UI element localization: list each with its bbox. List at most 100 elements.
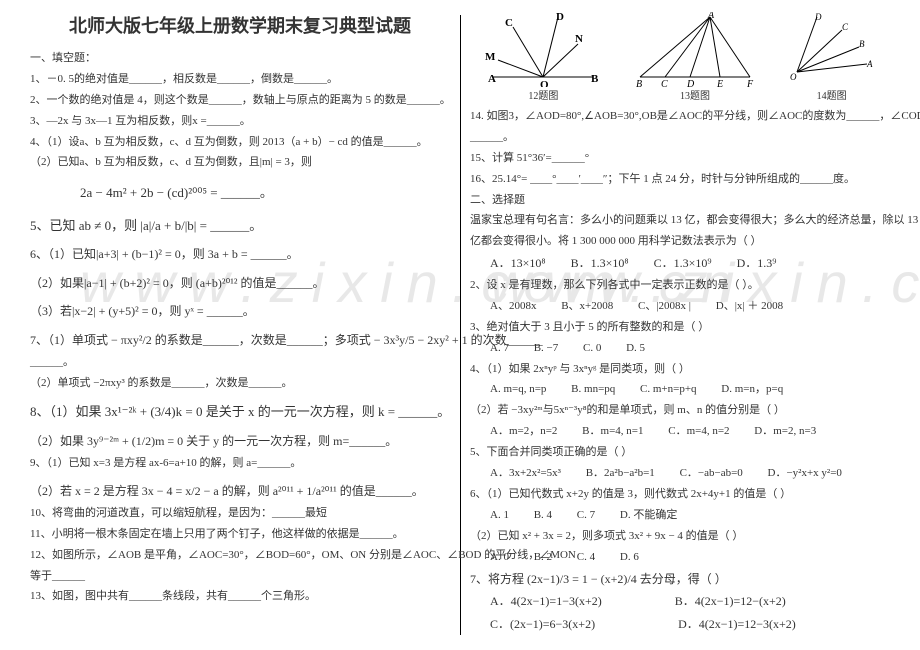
figure-row: A O B M C D N 12题图 A (470, 12, 890, 102)
svg-text:D: D (556, 12, 564, 23)
q20: 4、（1）如果 2xⁿyᵖ 与 3xⁿyᵍ 是同类项，则（ ） (470, 359, 890, 380)
q7b: （2）单项式 −2πxy³ 的系数是______，次数是______。 (30, 373, 450, 394)
q10: 10、将弯曲的河道改直，可以缩短航程，是因为：______最短 (30, 503, 450, 524)
svg-text:C: C (661, 79, 668, 87)
q25-options-1: A．4(2x−1)=1−3(x+2) B．4(2x−1)=12−(x+2) (470, 590, 890, 613)
q25-options-2: C．(2x−1)=6−3(x+2) D．4(2x−1)=12−3(x+2) (470, 613, 890, 636)
q17-opt-c: C．1.3×10⁹ (654, 252, 712, 275)
svg-text:C: C (842, 22, 849, 32)
q3: 3、—2x 与 3x—1 互为相反数，则x =______。 (30, 111, 450, 132)
q23-opt-c: C. 7 (577, 505, 595, 526)
section-heading-1: 一、填空题： (30, 48, 450, 69)
q21-opt-d: D．m=2, n=3 (754, 421, 816, 442)
q18-opt-c: C、|2008x | (638, 296, 691, 317)
q22-opt-a: A．3x+2x²=5x³ (490, 463, 561, 484)
q23-opt-b: B. 4 (534, 505, 552, 526)
q19-opt-c: C. 0 (583, 338, 601, 359)
q22-opt-b: B．2a²b−a²b=1 (586, 463, 655, 484)
q19-options: A. 7 B. −7 C. 0 D. 5 (470, 338, 890, 359)
exam-title: 北师大版七年级上册数学期末复习典型试题 (30, 12, 450, 38)
q22-opt-c: C．−ab−ab=0 (680, 463, 743, 484)
svg-text:E: E (716, 79, 723, 87)
q23-options: A. 1 B. 4 C. 7 D. 不能确定 (470, 505, 890, 526)
q20-options: A. m=q, n=p B. mn=pq C. m+n=p+q D. m=n，p… (470, 379, 890, 400)
q20-opt-a: A. m=q, n=p (490, 379, 546, 400)
q20-opt-b: B. mn=pq (571, 379, 615, 400)
q6c: （3）若|x−2| + (y+5)² = 0，则 yˣ = ______。 (30, 300, 450, 323)
q23-opt-a: A. 1 (490, 505, 509, 526)
q12b: 等于______ (30, 566, 450, 587)
q4b: （2）已知a、b 互为相反数，c、d 互为倒数，且|m| = 3，则 (30, 152, 450, 173)
svg-text:B: B (859, 39, 865, 49)
fig12-svg: A O B M C D N (483, 12, 603, 87)
q4c: 2a − 4m² + 2b − (cd)²⁰⁰⁵ = ______。 (80, 181, 450, 206)
q24-opt-d: D. 6 (620, 547, 639, 568)
q25-opt-a: A．4(2x−1)=1−3(x+2) (490, 590, 602, 613)
svg-text:C: C (505, 17, 513, 29)
svg-text:B: B (591, 73, 599, 85)
svg-text:F: F (746, 79, 754, 87)
q24-options: A. 0 B. 2 C. 4 D. 6 (470, 547, 890, 568)
q22-opt-d: D．−y²x+x y²=0 (768, 463, 842, 484)
q7a: 7、（1）单项式 − πxy²/2 的系数是______，次数是______；多… (30, 329, 450, 352)
svg-text:M: M (485, 51, 496, 63)
svg-text:A: A (866, 59, 873, 69)
q1: 1、－0. 5的绝对值是______，相反数是______，倒数是______。 (30, 69, 450, 90)
q19-opt-d: D. 5 (626, 338, 645, 359)
figcap-13: 13题图 (630, 87, 760, 102)
q22: 5、下面合并同类项正确的是（ ） (470, 442, 890, 463)
q21: （2）若 −3xy²ᵐ与5xⁿ⁻³y⁸的和是单项式，则 m、n 的值分别是（ ） (470, 400, 890, 421)
q19: 3、绝对值大于 3 且小于 5 的所有整数的和是（ ） (470, 317, 890, 338)
svg-text:D: D (686, 79, 695, 87)
q6a: 6、（1）已知|a+3| + (b−1)² = 0，则 3a + b = ___… (30, 243, 450, 266)
q18-options: A、2008x B、x+2008 C、|2008x | D、|x| ＋ 2008 (470, 296, 890, 317)
q9a: 9、（1）已知 x=3 是方程 ax-6=a+10 的解，则 a=______。 (30, 453, 450, 474)
q25-opt-b: B．4(2x−1)=12−(x+2) (675, 590, 786, 613)
q24: （2）已知 x² + 3x = 2，则多项式 3x² + 9x − 4 的值是（… (470, 526, 890, 547)
svg-text:O: O (540, 79, 549, 87)
svg-text:O: O (790, 72, 797, 82)
q2: 2、一个数的绝对值是 4，则这个数是______，数轴上与原点的距离为 5 的数… (30, 90, 450, 111)
q5: 5、已知 ab ≠ 0，则 |a|/a + b/|b| = ______。 (30, 214, 450, 239)
q17-opt-b: B．1.3×10⁸ (571, 252, 629, 275)
svg-text:A: A (488, 73, 496, 85)
svg-text:B: B (636, 79, 642, 87)
q11: 11、小明将一根木条固定在墙上只用了两个钉子，他这样做的依据是______。 (30, 524, 450, 545)
left-column: 北师大版七年级上册数学期末复习典型试题 一、填空题： 1、－0. 5的绝对值是_… (20, 12, 460, 638)
section-heading-2: 二、选择题 (470, 190, 890, 211)
q17-options: A．13×10⁸ B．1.3×10⁸ C．1.3×10⁹ D．1.3⁹ (470, 252, 890, 275)
q17-opt-a: A．13×10⁸ (490, 252, 546, 275)
svg-text:A: A (707, 12, 715, 21)
q21-opt-c: C．m=4, n=2 (668, 421, 729, 442)
q23: 6、（1）已知代数式 x+2y 的值是 3，则代数式 2x+4y+1 的值是（ … (470, 484, 890, 505)
q24-opt-c: C. 4 (577, 547, 595, 568)
figure-13: A B C D E F 13题图 (630, 12, 760, 102)
q17: 温家宝总理有句名言：多么小的问题乘以 13 亿，都会变得很大；多么大的经济总量，… (470, 210, 890, 231)
q20-opt-d: D. m=n，p=q (721, 379, 783, 400)
q18-opt-d: D、|x| ＋ 2008 (716, 296, 783, 317)
figcap-14: 14题图 (787, 87, 877, 102)
q22-options: A．3x+2x²=5x³ B．2a²b−a²b=1 C．−ab−ab=0 D．−… (470, 463, 890, 484)
q17b: 亿都会变得很小。将 1 300 000 000 用科学记数法表示为（ ） (470, 231, 890, 252)
q23-opt-d: D. 不能确定 (620, 505, 677, 526)
figure-14: O A B C D 14题图 (787, 12, 877, 102)
q14: 14. 如图3，∠AOD=80°,∠AOB=30°,OB是∠AOC的平分线，则∠… (470, 106, 890, 127)
q17-opt-d: D．1.3⁹ (737, 252, 777, 275)
q18: 2、设 x 是有理数，那么下列各式中一定表示正数的是（ ）。 (470, 275, 890, 296)
q21-opt-b: B．m=4, n=1 (582, 421, 643, 442)
right-column: A O B M C D N 12题图 A (460, 12, 900, 638)
q21-opt-a: A．m=2，n=2 (490, 421, 557, 442)
q8a: 8、（1）如果 3x¹⁻²ᵏ + (3/4)k = 0 是关于 x 的一元一次方… (30, 400, 450, 425)
q25: 7、将方程 (2x−1)/3 = 1 − (x+2)/4 去分母，得（ ） (470, 568, 890, 591)
q8b: （2）如果 3y⁹⁻²ᵐ + (1/2)m = 0 关于 y 的一元一次方程，则… (30, 430, 450, 453)
q9b: （2）若 x = 2 是方程 3x − 4 = x/2 − a 的解，则 a²⁰… (30, 480, 450, 503)
q25-opt-d: D．4(2x−1)=12−3(x+2) (678, 613, 796, 636)
q19-opt-a: A. 7 (490, 338, 509, 359)
q4: 4、（1）设a、b 互为相反数，c、d 互为倒数，则 2013（a + b）− … (30, 132, 450, 153)
q14b: ______。 (470, 127, 890, 148)
figcap-12: 12题图 (483, 87, 603, 102)
q24-opt-b: B. 2 (534, 547, 552, 568)
svg-text:D: D (814, 12, 822, 22)
q13: 13、如图，图中共有______条线段，共有______个三角形。 (30, 586, 450, 607)
q6b: （2）如果|a−1| + (b+2)² = 0，则 (a+b)²⁰¹² 的值是_… (30, 272, 450, 295)
